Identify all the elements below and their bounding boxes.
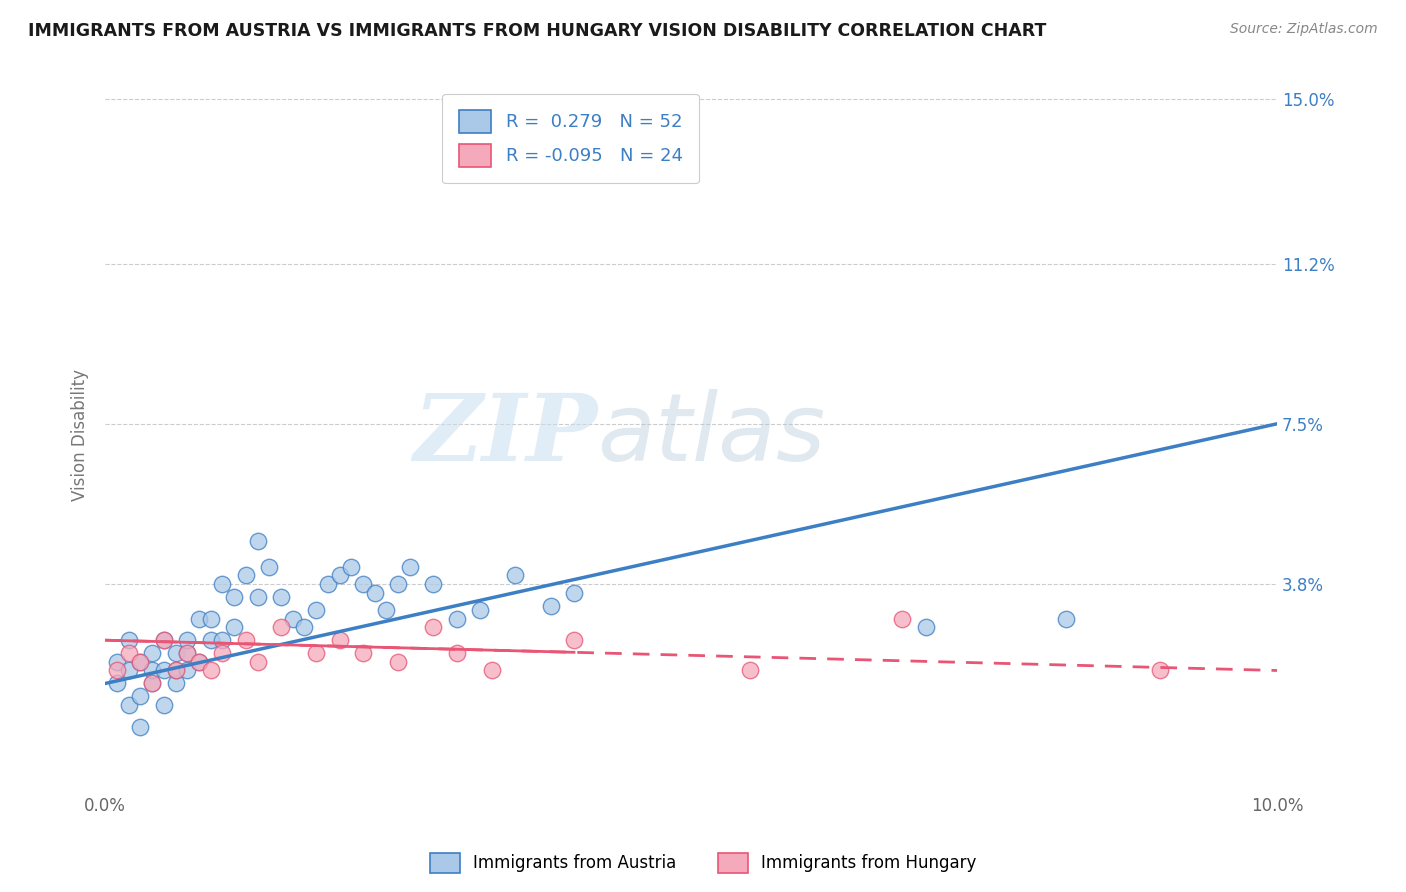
Point (224, 620, 246, 634)
Point (446, 611, 468, 625)
Point (105, 655, 128, 669)
Point (914, 620, 936, 634)
Point (211, 646, 233, 660)
Point (105, 676, 128, 690)
Point (281, 611, 304, 625)
Point (235, 568, 257, 582)
Point (129, 655, 152, 669)
Point (305, 646, 328, 660)
Text: atlas: atlas (598, 389, 825, 480)
Point (481, 664, 503, 678)
Point (176, 646, 198, 660)
Point (141, 676, 163, 690)
Point (422, 620, 444, 634)
Point (235, 633, 257, 648)
Text: IMMIGRANTS FROM AUSTRIA VS IMMIGRANTS FROM HUNGARY VISION DISABILITY CORRELATION: IMMIGRANTS FROM AUSTRIA VS IMMIGRANTS FR… (28, 22, 1046, 40)
Point (153, 633, 176, 648)
Point (118, 633, 141, 648)
Point (246, 533, 269, 548)
Point (399, 559, 422, 574)
Point (118, 698, 141, 712)
Text: Source: ZipAtlas.com: Source: ZipAtlas.com (1230, 22, 1378, 37)
Point (738, 664, 761, 678)
Point (329, 633, 352, 648)
Point (211, 633, 233, 648)
Point (446, 646, 468, 660)
Point (470, 603, 492, 617)
Point (1054, 611, 1077, 625)
Point (153, 698, 176, 712)
Point (176, 664, 198, 678)
Point (224, 590, 246, 604)
Point (200, 611, 222, 625)
Point (200, 664, 222, 678)
Point (118, 646, 141, 660)
Point (188, 611, 211, 625)
Point (294, 620, 316, 634)
Point (141, 676, 163, 690)
Point (165, 664, 187, 678)
Point (316, 577, 339, 591)
Point (188, 655, 211, 669)
Text: ZIP: ZIP (413, 390, 598, 480)
Point (270, 620, 292, 634)
Point (176, 646, 198, 660)
Point (375, 603, 398, 617)
Point (270, 590, 292, 604)
Point (246, 655, 269, 669)
Point (141, 646, 163, 660)
Point (141, 664, 163, 678)
Point (562, 633, 585, 648)
Point (188, 655, 211, 669)
Point (329, 568, 352, 582)
Point (505, 568, 527, 582)
Point (105, 664, 128, 678)
Y-axis label: Vision Disability: Vision Disability (72, 368, 89, 500)
Point (305, 603, 328, 617)
Point (364, 585, 387, 599)
Point (211, 577, 233, 591)
Point (118, 664, 141, 678)
Point (129, 720, 152, 734)
Point (200, 633, 222, 648)
Point (153, 633, 176, 648)
Point (352, 577, 374, 591)
Point (1149, 664, 1171, 678)
Point (562, 585, 585, 599)
Point (387, 577, 409, 591)
Point (540, 599, 562, 613)
Point (387, 655, 409, 669)
Point (422, 577, 444, 591)
Point (352, 646, 374, 660)
Point (176, 633, 198, 648)
Point (259, 559, 281, 574)
Point (129, 690, 152, 704)
Point (891, 611, 914, 625)
Point (153, 664, 176, 678)
Point (340, 559, 363, 574)
Point (246, 590, 269, 604)
Legend: Immigrants from Austria, Immigrants from Hungary: Immigrants from Austria, Immigrants from… (423, 847, 983, 880)
Point (165, 646, 187, 660)
Point (165, 676, 187, 690)
Point (129, 655, 152, 669)
Legend: R =  0.279   N = 52, R = -0.095   N = 24: R = 0.279 N = 52, R = -0.095 N = 24 (443, 94, 699, 184)
Point (165, 664, 187, 678)
